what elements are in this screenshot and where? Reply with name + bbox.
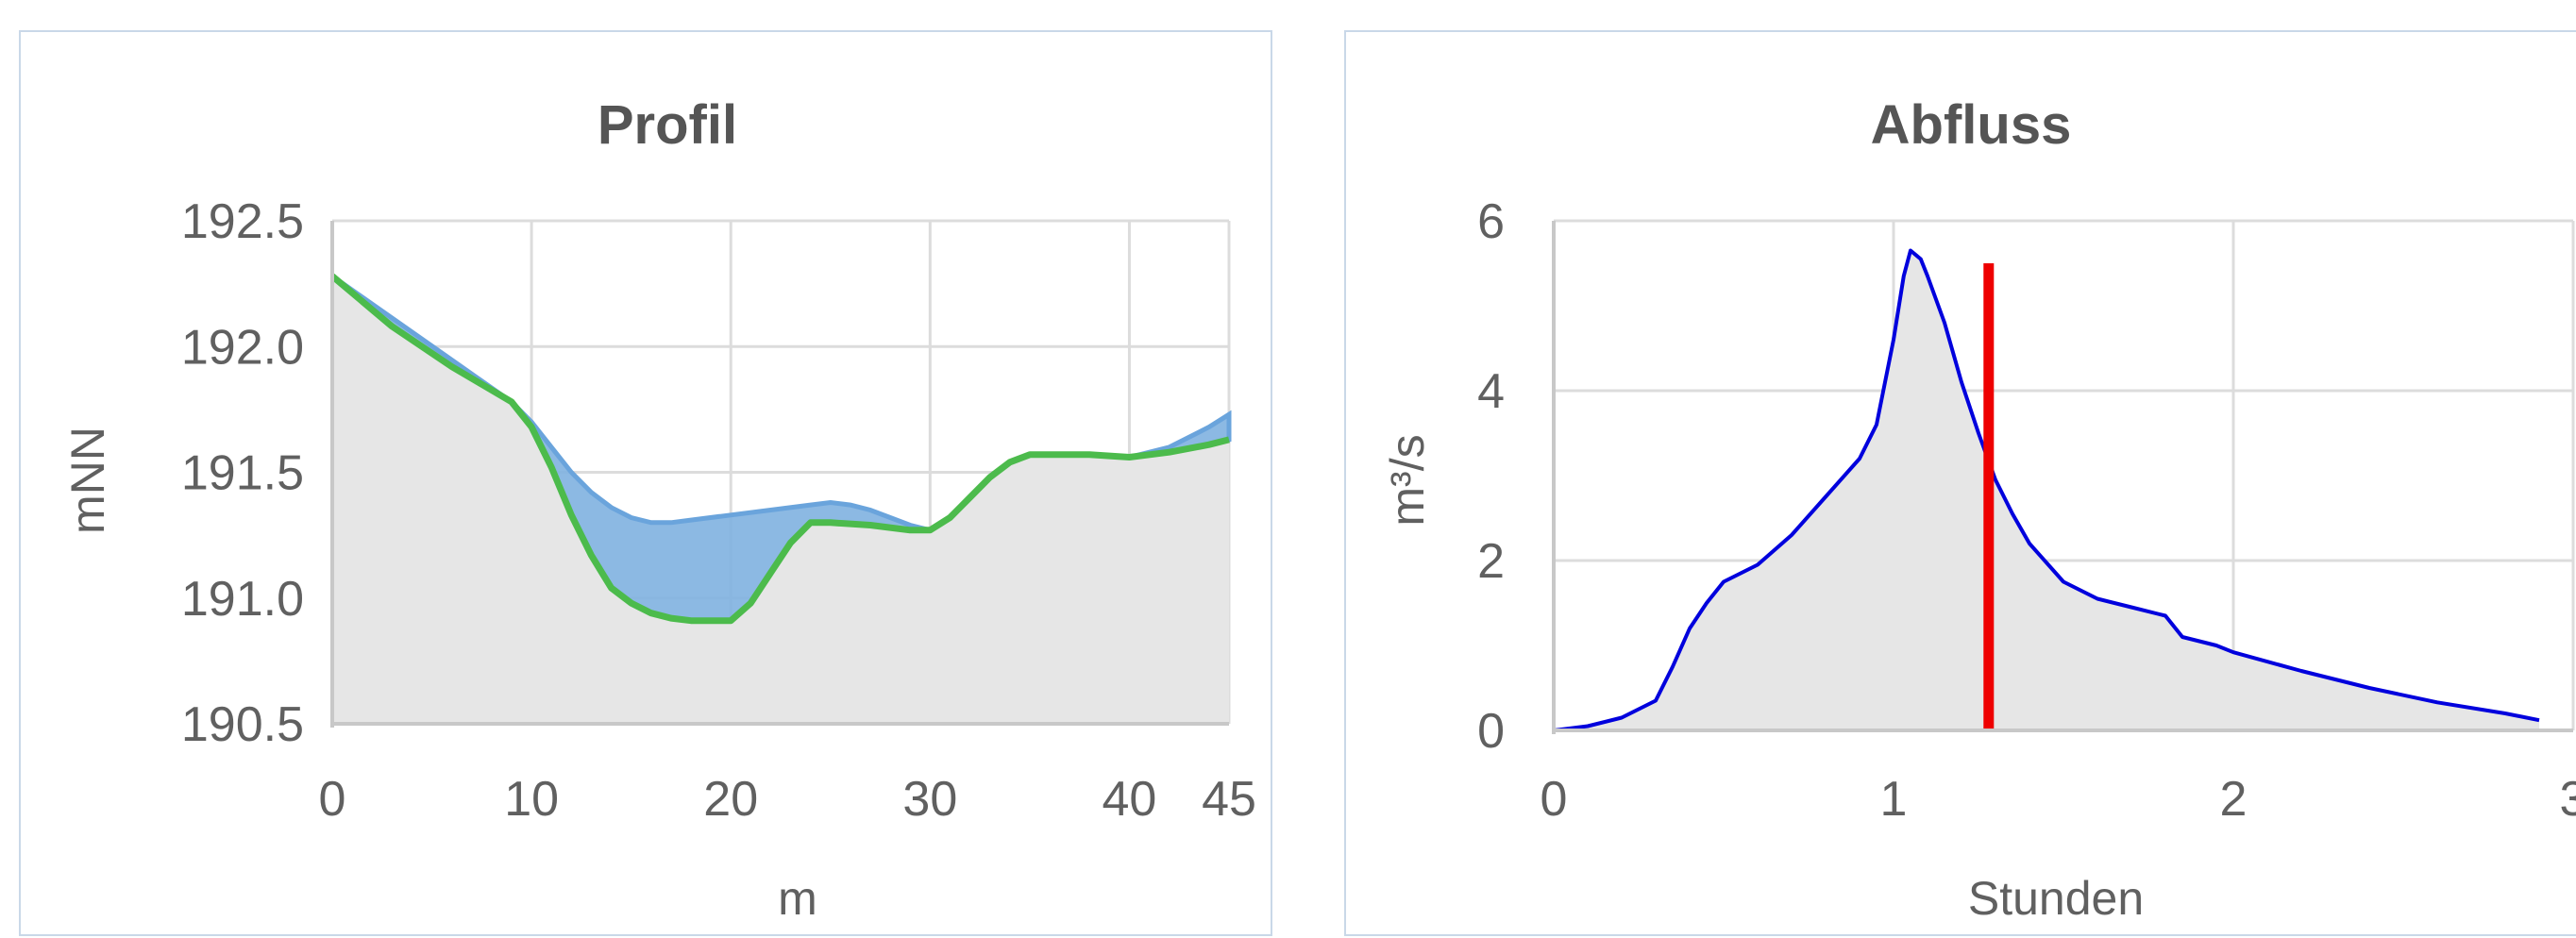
y-tick-label: 6 — [1477, 194, 1505, 249]
y-tick-label: 4 — [1477, 364, 1505, 419]
discharge-x-axis-label: Stunden — [1968, 872, 2144, 925]
y-tick-label: 192.0 — [181, 320, 304, 375]
x-tick-label: 1 — [1880, 772, 1908, 827]
x-tick-label: 0 — [1541, 772, 1568, 827]
profile-chart-title: Profil — [598, 94, 737, 156]
y-tick-label: 191.0 — [181, 572, 304, 627]
profile-y-axis-label: mNN — [61, 427, 114, 534]
y-tick-label: 191.5 — [181, 446, 304, 501]
discharge-y-axis-label: m³/s — [1381, 434, 1434, 526]
profile-x-axis-label: m — [778, 872, 817, 925]
profile-chart: Profil 0 10 20 30 40 45 192.5 192.0 191.5 191.0 19… — [61, 94, 1256, 925]
y-tick-label: 0 — [1477, 704, 1505, 759]
x-tick-label: 40 — [1103, 772, 1157, 827]
y-tick-label: 2 — [1477, 534, 1505, 589]
discharge-chart-panel: Abfluss 0 1 2 3 6 4 2 0 Stunden m³/s — [1344, 30, 2576, 936]
discharge-chart: Abfluss 0 1 2 3 6 4 2 0 Stunden m³/s — [1381, 94, 2576, 925]
ground-profile-line — [329, 273, 1230, 625]
x-tick-label: 3 — [2560, 772, 2576, 827]
x-tick-label: 10 — [504, 772, 559, 827]
x-tick-label: 45 — [1202, 772, 1256, 827]
y-tick-label: 190.5 — [181, 697, 304, 752]
x-tick-label: 30 — [902, 772, 957, 827]
x-tick-label: 2 — [2220, 772, 2248, 827]
ground-area — [332, 276, 1229, 724]
discharge-line — [1553, 248, 2540, 732]
x-tick-label: 0 — [319, 772, 346, 827]
y-tick-label: 192.5 — [181, 194, 304, 249]
profile-chart-panel: Profil 0 10 20 30 40 45 192.5 192.0 191.5 191.0 19… — [19, 30, 1272, 936]
x-tick-label: 20 — [703, 772, 758, 827]
discharge-area — [1554, 250, 2539, 730]
discharge-chart-title: Abfluss — [1871, 94, 2072, 156]
